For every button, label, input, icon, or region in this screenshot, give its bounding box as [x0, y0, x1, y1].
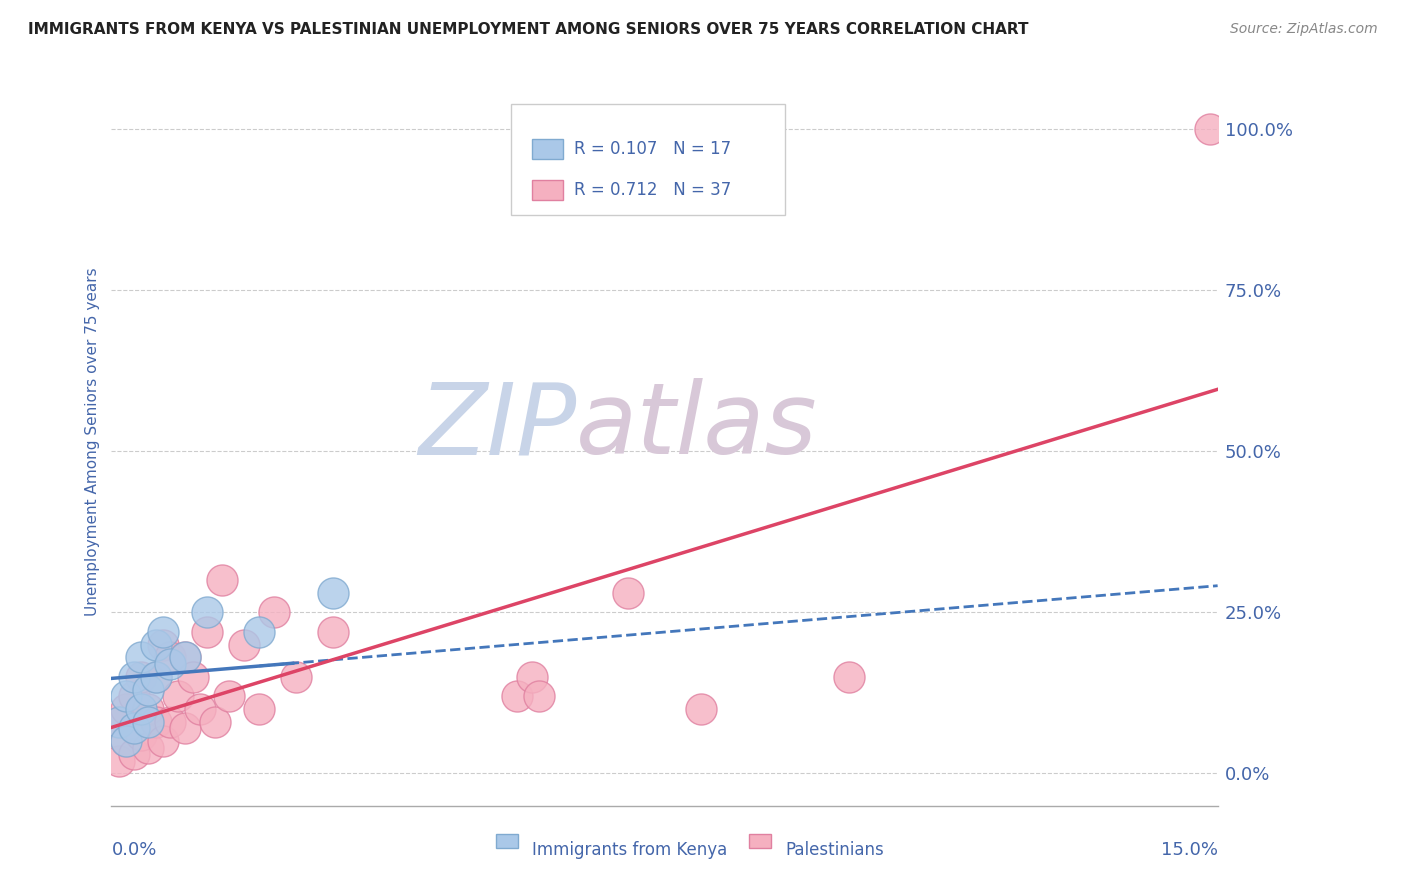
- Point: [204, 714, 226, 729]
- Point: [166, 689, 188, 703]
- Point: [129, 670, 152, 684]
- Point: [136, 682, 159, 697]
- Point: [233, 638, 256, 652]
- Point: [122, 689, 145, 703]
- Point: [115, 734, 138, 748]
- Point: [247, 624, 270, 639]
- Point: [136, 740, 159, 755]
- Point: [174, 721, 197, 735]
- Point: [195, 605, 218, 619]
- Y-axis label: Unemployment Among Seniors over 75 years: Unemployment Among Seniors over 75 years: [86, 268, 100, 615]
- Point: [838, 670, 860, 684]
- Point: [520, 670, 543, 684]
- Point: [129, 728, 152, 742]
- Text: R = 0.107   N = 17: R = 0.107 N = 17: [574, 140, 731, 158]
- Point: [107, 714, 129, 729]
- Point: [136, 714, 159, 729]
- Point: [136, 702, 159, 716]
- Point: [1199, 122, 1222, 136]
- Point: [527, 689, 550, 703]
- Point: [159, 657, 181, 671]
- Point: [122, 670, 145, 684]
- Point: [152, 638, 174, 652]
- Text: R = 0.712   N = 37: R = 0.712 N = 37: [574, 181, 731, 199]
- Point: [115, 689, 138, 703]
- Point: [115, 702, 138, 716]
- Text: Source: ZipAtlas.com: Source: ZipAtlas.com: [1230, 22, 1378, 37]
- Text: atlas: atlas: [576, 378, 818, 475]
- Point: [263, 605, 285, 619]
- Point: [152, 734, 174, 748]
- Point: [129, 702, 152, 716]
- Point: [145, 638, 167, 652]
- Point: [211, 573, 233, 587]
- Point: [159, 714, 181, 729]
- Point: [145, 670, 167, 684]
- Point: [506, 689, 529, 703]
- Point: [115, 734, 138, 748]
- Point: [152, 624, 174, 639]
- Point: [218, 689, 240, 703]
- Point: [195, 624, 218, 639]
- Point: [174, 650, 197, 665]
- Point: [690, 702, 713, 716]
- Point: [322, 586, 344, 600]
- Point: [107, 754, 129, 768]
- Text: 15.0%: 15.0%: [1160, 841, 1218, 859]
- Text: Palestinians: Palestinians: [786, 841, 884, 859]
- Point: [188, 702, 211, 716]
- Point: [174, 650, 197, 665]
- Text: IMMIGRANTS FROM KENYA VS PALESTINIAN UNEMPLOYMENT AMONG SENIORS OVER 75 YEARS CO: IMMIGRANTS FROM KENYA VS PALESTINIAN UNE…: [28, 22, 1029, 37]
- Point: [145, 714, 167, 729]
- Text: Immigrants from Kenya: Immigrants from Kenya: [533, 841, 728, 859]
- Point: [129, 650, 152, 665]
- Text: 0.0%: 0.0%: [111, 841, 157, 859]
- Point: [145, 670, 167, 684]
- Point: [284, 670, 307, 684]
- Point: [616, 586, 638, 600]
- Point: [122, 721, 145, 735]
- Point: [247, 702, 270, 716]
- Point: [107, 714, 129, 729]
- Point: [159, 650, 181, 665]
- Text: ZIP: ZIP: [418, 378, 576, 475]
- Point: [122, 747, 145, 761]
- Point: [181, 670, 204, 684]
- Point: [322, 624, 344, 639]
